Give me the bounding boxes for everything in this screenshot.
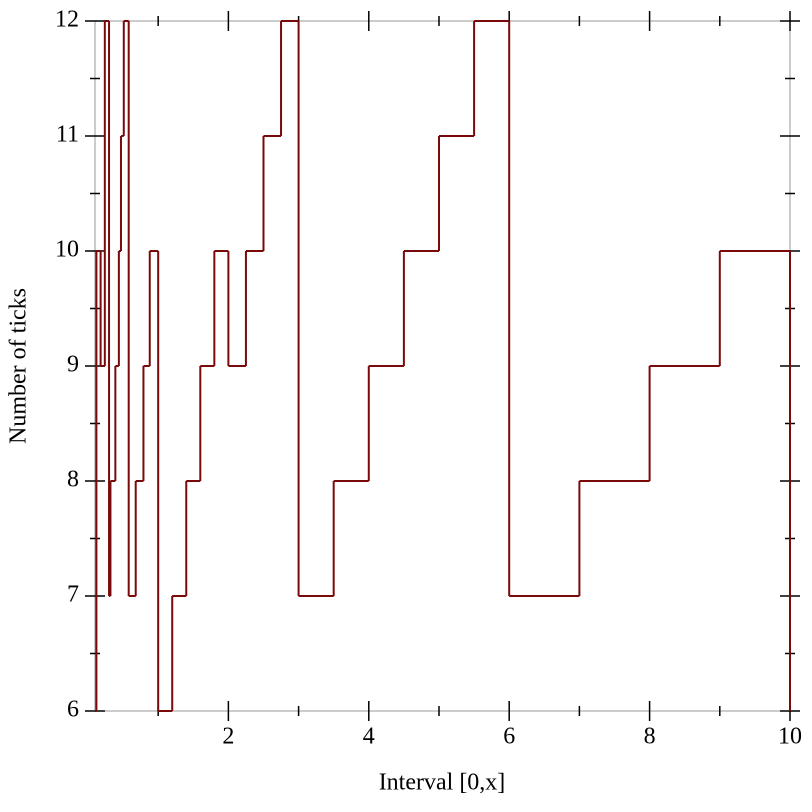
x-axis-label: Interval [0,x] <box>379 770 506 796</box>
x-tick-label: 6 <box>503 724 515 750</box>
y-tick-label: 8 <box>67 467 79 493</box>
x-tick-label: 10 <box>778 724 802 750</box>
y-tick-label: 10 <box>55 237 79 263</box>
x-tick-label: 4 <box>363 724 375 750</box>
y-tick-label: 12 <box>55 7 79 33</box>
y-tick-label: 7 <box>67 582 79 608</box>
y-tick-label: 6 <box>67 697 79 723</box>
y-tick-label: 9 <box>67 352 79 378</box>
x-tick-label: 2 <box>222 724 234 750</box>
y-tick-label: 11 <box>56 122 79 148</box>
y-axis-label: Number of ticks <box>6 288 32 444</box>
x-tick-label: 8 <box>644 724 656 750</box>
